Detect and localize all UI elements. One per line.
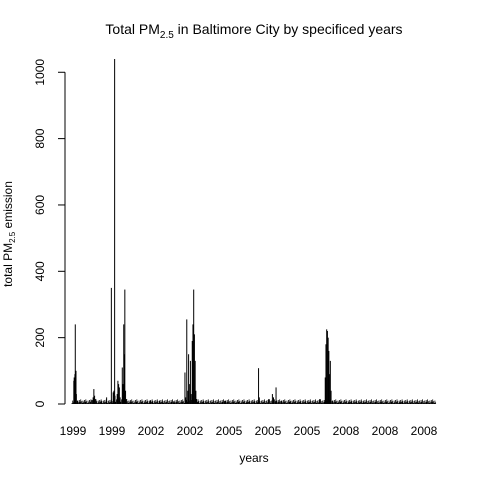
x-tick-label: 1999 xyxy=(60,424,87,438)
chart-title: Total PM2.5 in Baltimore City by specifi… xyxy=(105,21,402,41)
y-axis: 0 200 400 600 800 1000 xyxy=(33,59,66,407)
chart-title-main: Total PM xyxy=(105,21,159,37)
y-tick-label: 400 xyxy=(33,261,47,281)
x-tick-label: 2002 xyxy=(138,424,165,438)
y-axis-label-subscript: 2.5 xyxy=(8,231,17,243)
x-tick-label: 2005 xyxy=(216,424,243,438)
x-tick-label: 2008 xyxy=(333,424,360,438)
x-tick-label: 2005 xyxy=(294,424,321,438)
x-tick-label: 1999 xyxy=(99,424,126,438)
y-axis-label: total PM2.5 emission xyxy=(1,181,17,287)
y-axis-label-suffix: emission xyxy=(1,181,15,232)
x-tick-label: 2005 xyxy=(255,424,282,438)
y-tick-label: 200 xyxy=(33,327,47,347)
y-tick-label: 0 xyxy=(33,400,47,407)
chart-title-suffix: in Baltimore City by specificed years xyxy=(174,21,403,37)
x-axis-label: years xyxy=(239,451,268,465)
y-tick-label: 600 xyxy=(33,195,47,215)
y-tick-label: 800 xyxy=(33,128,47,148)
x-tick-label: 2008 xyxy=(411,424,438,438)
bars xyxy=(71,59,437,404)
chart-title-subscript: 2.5 xyxy=(160,30,174,41)
y-tick-label: 1000 xyxy=(33,59,47,86)
y-axis-label-main: total PM xyxy=(1,243,15,287)
x-tick-label: 2008 xyxy=(372,424,399,438)
x-axis: 1999 1999 2002 2002 2005 2005 2005 2008 2008 2008 xyxy=(60,424,438,438)
x-tick-label: 2002 xyxy=(177,424,204,438)
